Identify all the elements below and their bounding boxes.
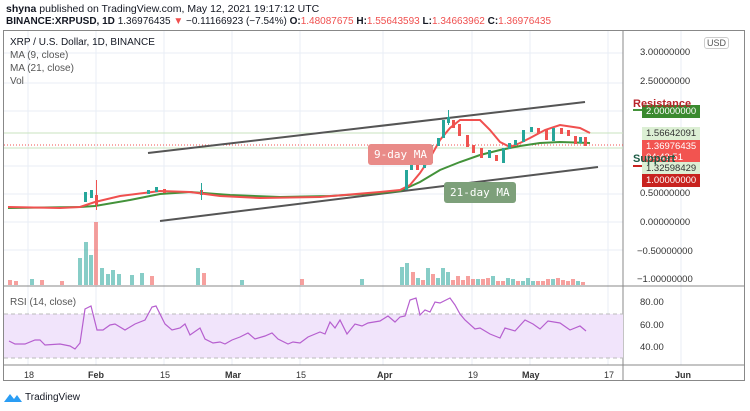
legend-ma21[interactable]: MA (21, close) [10,63,74,74]
last-price-tag: 1.36976435 04:42:51 [642,140,701,164]
time-tick: 15 [160,370,171,380]
currency-label[interactable]: USD [704,37,730,49]
price-tick: 3.00000000 [640,47,691,58]
symbol: BINANCE:XRPUSD, 1D [6,16,115,27]
rsi-band [4,314,623,358]
high-price-tag: 1.56642091 [642,127,701,140]
open-value: 1.48087675 [300,16,354,27]
rsi-tick: 80.00 [640,297,664,308]
last-price-value: 1.36976435 [646,141,697,152]
open-label: O: [289,16,301,27]
rsi-line [8,297,587,350]
time-tick: Apr [377,370,393,380]
tradingview-logo[interactable]: TradingView [4,392,80,403]
support-label: Support [633,153,676,165]
high-label: H: [356,16,367,27]
publish-info: shyna published on TradingView.com, May … [6,3,319,15]
ohlc-bar: BINANCE:XRPUSD, 1D 1.36976435 ▼ −0.11166… [6,16,551,27]
support-price-tag: 1.00000000 [642,174,701,187]
close-label: C: [487,16,499,27]
rsi-legend[interactable]: RSI (14, close) [10,297,77,308]
low-value: 1.34663962 [431,16,485,27]
volume-bars [8,222,585,285]
high-value: 1.55643593 [366,16,420,27]
ma21-callout: 21-day MA [444,182,516,203]
time-tick: 19 [468,370,479,380]
time-tick: 15 [296,370,307,380]
price-tick: 0.50000000 [640,188,691,199]
chart-legend: XRP / U.S. Dollar, 1D, BINANCE MA (9, cl… [10,36,155,88]
legend-vol[interactable]: Vol [10,76,24,87]
time-tick: Feb [88,370,105,380]
ma9-callout: 9-day MA [368,144,433,165]
price-change: −0.11166923 (−7.54%) [186,16,287,27]
rsi-tick: 60.00 [640,320,664,331]
price-tick: 0.00000000 [640,217,691,228]
close-value: 1.36976435 [498,16,552,27]
low-label: L: [422,16,432,27]
price-tick: −1.00000000 [637,274,693,285]
legend-title: XRP / U.S. Dollar, 1D, BINANCE [10,37,155,48]
resistance-price-tag: 2.00000000 [642,105,701,118]
time-tick: Jun [675,370,692,380]
channel-upper-line [147,101,586,154]
down-arrow-icon: ▼ [173,16,184,27]
tradingview-icon [4,394,22,402]
price-tick: 2.50000000 [640,76,691,87]
time-tick: 18 [24,370,35,380]
time-tick: 17 [604,370,615,380]
time-tick: Mar [225,370,242,380]
low-price-tag: 1.32598429 [642,162,701,175]
resistance-label: Resistance [633,98,692,110]
legend-ma9[interactable]: MA (9, close) [10,50,69,61]
author: shyna [6,3,37,15]
brand-name: TradingView [25,392,81,403]
rsi-tick: 40.00 [640,342,664,353]
bar-countdown: 04:42:51 [646,152,683,163]
price-tick: −0.50000000 [637,246,693,257]
time-tick: May [522,370,540,380]
chart-frame[interactable] [3,30,745,381]
publish-text: published on TradingView.com, May 12, 20… [36,3,320,15]
last-price: 1.36976435 [117,16,171,27]
